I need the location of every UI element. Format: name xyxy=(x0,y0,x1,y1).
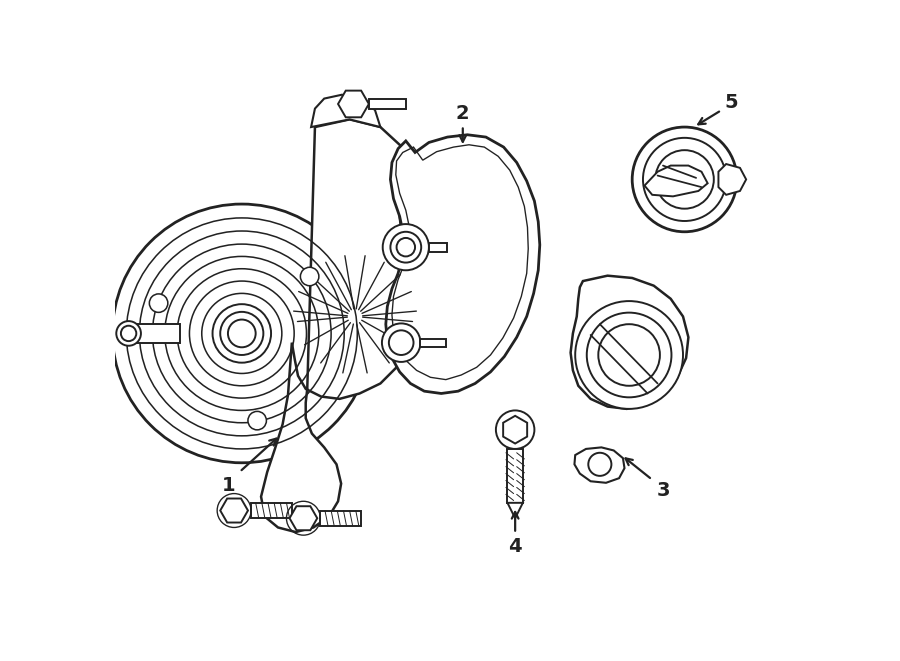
Circle shape xyxy=(301,267,319,286)
Circle shape xyxy=(391,232,421,262)
Polygon shape xyxy=(503,416,527,444)
Circle shape xyxy=(121,326,136,341)
Polygon shape xyxy=(574,447,625,483)
Circle shape xyxy=(248,411,266,430)
Circle shape xyxy=(220,312,264,355)
Text: 5: 5 xyxy=(724,93,738,112)
Circle shape xyxy=(149,294,167,313)
Polygon shape xyxy=(508,449,523,503)
Polygon shape xyxy=(420,339,446,346)
Polygon shape xyxy=(220,498,248,523)
Circle shape xyxy=(212,304,271,363)
Polygon shape xyxy=(571,276,688,409)
Polygon shape xyxy=(644,165,707,196)
Text: 1: 1 xyxy=(222,477,236,495)
Circle shape xyxy=(228,319,256,347)
Text: 4: 4 xyxy=(508,537,522,556)
Text: 2: 2 xyxy=(456,104,470,124)
Circle shape xyxy=(382,323,420,362)
Circle shape xyxy=(632,127,737,232)
Polygon shape xyxy=(338,91,369,117)
Polygon shape xyxy=(429,243,447,252)
Circle shape xyxy=(389,330,413,355)
Polygon shape xyxy=(320,510,361,526)
Circle shape xyxy=(382,224,429,270)
Polygon shape xyxy=(136,324,180,342)
Circle shape xyxy=(496,410,535,449)
Polygon shape xyxy=(251,503,292,518)
Polygon shape xyxy=(508,503,523,518)
Polygon shape xyxy=(311,95,381,127)
Polygon shape xyxy=(369,99,406,108)
Polygon shape xyxy=(718,164,746,195)
Polygon shape xyxy=(290,506,318,530)
Text: 3: 3 xyxy=(656,481,670,500)
Polygon shape xyxy=(386,135,540,393)
Polygon shape xyxy=(122,327,138,340)
Polygon shape xyxy=(261,120,413,532)
Circle shape xyxy=(116,321,141,346)
Circle shape xyxy=(112,204,371,463)
Circle shape xyxy=(575,301,683,409)
